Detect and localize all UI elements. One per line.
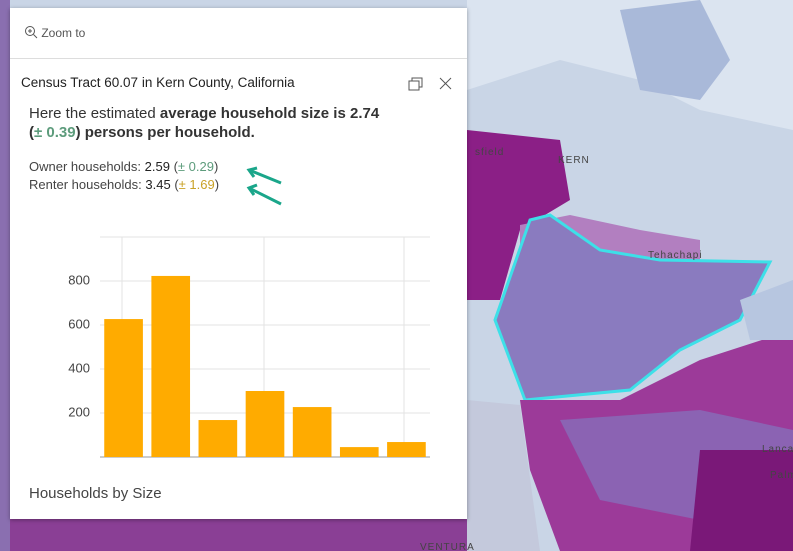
renter-line: Renter households: 3.45 (± 1.69) [29,177,219,192]
map-label: sfield [475,147,504,158]
zoom-button[interactable]: Zoom to [24,25,85,40]
arrows [246,166,282,206]
map-label: Lanca [762,444,793,455]
map-label: VENTURA [420,542,475,551]
summary: Here the estimated average household siz… [29,104,439,142]
owner-line: Owner households: 2.59 (± 0.29) [29,159,218,174]
bar [387,442,426,457]
close-button[interactable] [438,76,454,92]
separator [10,58,467,59]
text: Owner households: [29,159,142,174]
value: 3.45 [145,177,171,192]
map-label: Tehachapi [648,250,703,261]
zoom-label: Zoom to [41,26,86,40]
bar [198,420,238,457]
y-tick-label: 800 [68,272,90,287]
zoom-icon [25,26,38,39]
bar [245,391,285,457]
y-tick-label: 400 [68,360,90,375]
popup: Zoom to Census Tract 60.07 in Kern Count… [10,8,467,519]
bar [292,407,332,457]
text: ( [29,124,34,141]
chart: 200 400 600 800 [68,236,430,458]
bar [151,275,191,457]
map-label: Palm [770,470,793,481]
text: ( [174,177,179,192]
text: ) persons per household. [75,124,255,141]
text: ( [173,159,178,174]
moe: ± 0.39 [34,124,76,141]
moe: ± 1.69 [178,177,215,192]
dock-button[interactable] [408,76,424,92]
moe: ± 0.29 [177,159,214,174]
text: Here the estimated [29,105,156,122]
y-tick-label: 200 [68,404,90,419]
y-tick-label: 600 [68,316,90,331]
text: ) [213,159,219,174]
bar [104,319,143,457]
bar [339,447,379,457]
text: Renter households: [29,177,142,192]
text: ) [214,177,220,192]
value: 2.59 [144,159,170,174]
text: average household size is 2.74 [159,105,380,122]
map-label: KERN [558,155,590,166]
popup-title: Census Tract 60.07 in Kern County, Calif… [21,75,295,90]
chart-title: Households by Size [29,485,162,502]
